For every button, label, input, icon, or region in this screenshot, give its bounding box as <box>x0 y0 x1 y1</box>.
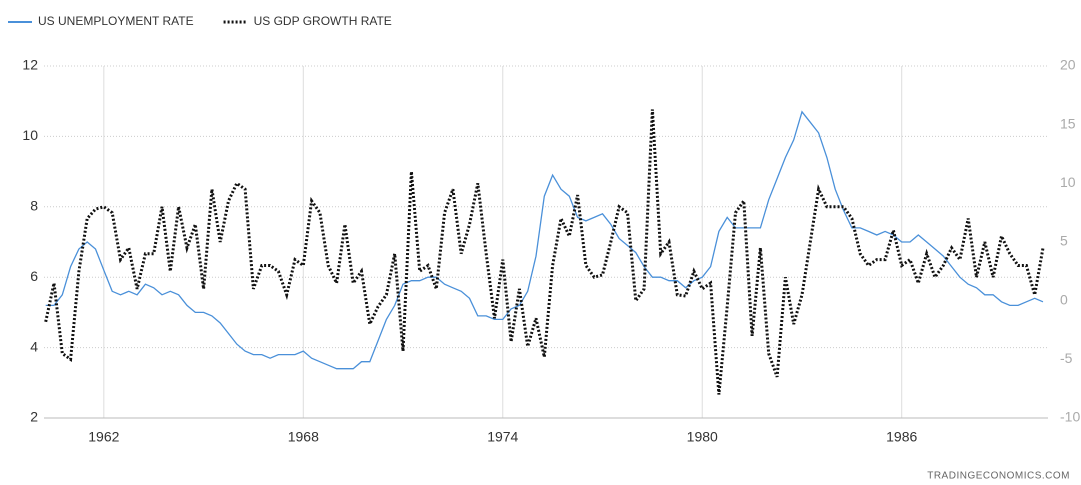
series-line <box>45 110 1044 370</box>
series-line <box>44 109 1045 395</box>
y2-tick-label: 15 <box>1060 115 1076 131</box>
y2-tick-label: 5 <box>1060 233 1068 249</box>
x-tick-label: 1962 <box>88 429 119 445</box>
y-tick-label: 12 <box>22 57 38 73</box>
legend-label: US UNEMPLOYMENT RATE <box>38 14 194 28</box>
x-tick-label: 1974 <box>487 429 518 445</box>
legend-label: US GDP GROWTH RATE <box>254 14 392 28</box>
y2-tick-label: -10 <box>1060 409 1080 425</box>
y-tick-label: 10 <box>22 127 38 143</box>
y-tick-label: 8 <box>30 198 38 214</box>
x-tick-label: 1986 <box>886 429 917 445</box>
y2-tick-label: 10 <box>1060 174 1076 190</box>
y2-tick-label: -5 <box>1060 350 1073 366</box>
y-tick-label: 4 <box>30 338 38 354</box>
y2-tick-label: 0 <box>1060 291 1068 307</box>
y-tick-label: 6 <box>30 268 38 284</box>
x-tick-label: 1968 <box>288 429 319 445</box>
source: TRADINGECONOMICS.COM <box>927 471 1070 482</box>
y2-tick-label: 20 <box>1060 57 1076 73</box>
x-tick-label: 1980 <box>687 429 718 445</box>
y-tick-label: 2 <box>30 409 38 425</box>
